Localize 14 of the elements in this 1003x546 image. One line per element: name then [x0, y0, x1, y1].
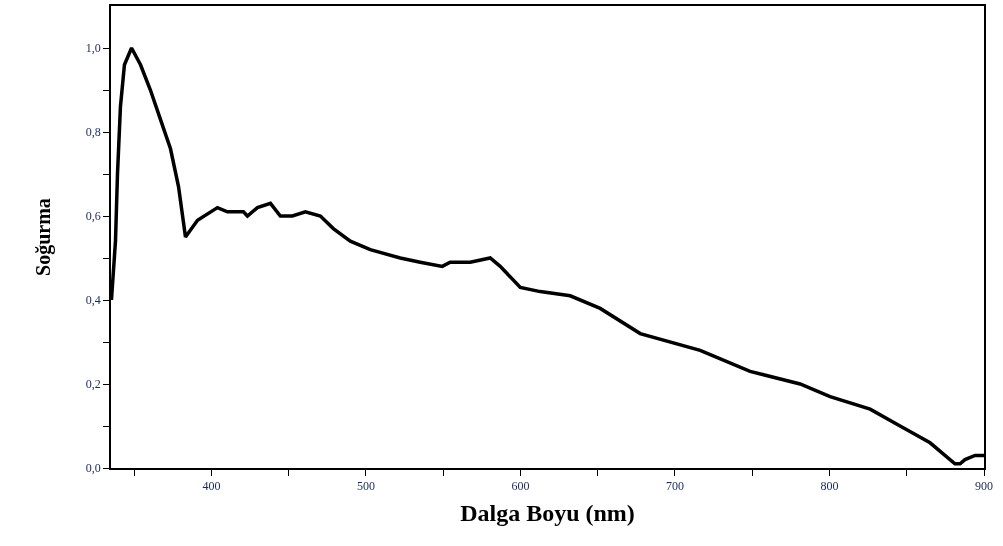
y-tick-label: 0,0: [85, 461, 101, 476]
x-tick-label: 800: [820, 479, 839, 494]
x-tick-label: 400: [202, 479, 221, 494]
y-axis-title: Soğurma: [31, 198, 55, 276]
x-tick-label: 700: [665, 479, 684, 494]
y-tick-label: 0,8: [85, 125, 101, 140]
y-tick-label: 1,0: [85, 41, 101, 56]
y-tick-label: 0,6: [85, 209, 101, 224]
x-tick-label: 500: [356, 479, 375, 494]
y-tick-label: 0,4: [85, 293, 101, 308]
y-tick-label: 0,2: [85, 377, 101, 392]
x-tick-label: 900: [975, 479, 993, 494]
x-axis-title: Dalga Boyu (nm): [460, 499, 635, 526]
x-tick-label: 600: [511, 479, 530, 494]
